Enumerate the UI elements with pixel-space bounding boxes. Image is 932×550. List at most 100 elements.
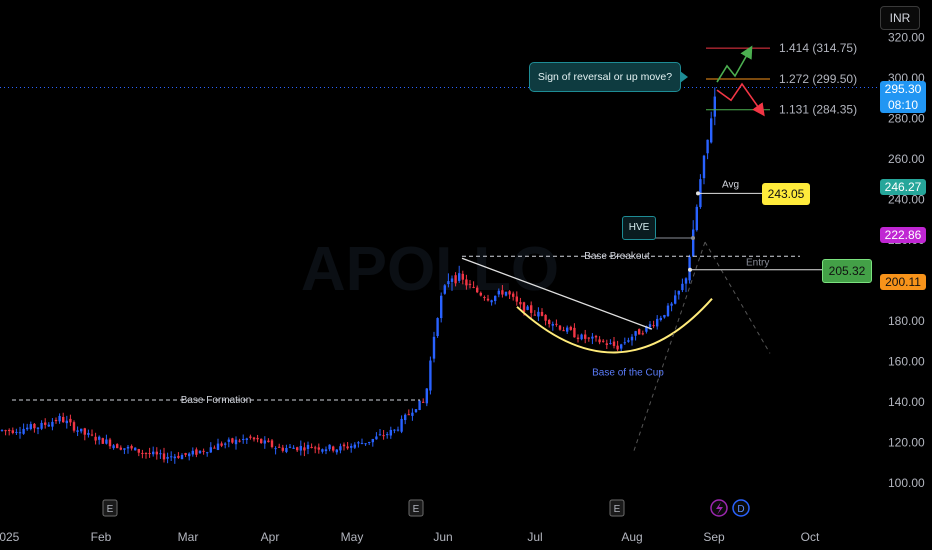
candle-body — [594, 335, 598, 338]
candle-body — [58, 415, 61, 422]
candle-body — [292, 447, 295, 449]
earnings-marker — [408, 499, 424, 517]
candle-body — [177, 455, 180, 458]
candle-body — [166, 456, 169, 459]
candle-body — [119, 447, 122, 450]
candle-body — [494, 295, 497, 301]
candle-body — [659, 317, 662, 321]
candle-body — [702, 155, 706, 179]
candle-body — [447, 281, 450, 285]
candle-body — [670, 303, 673, 306]
price-tag-3: 200.11 — [880, 274, 926, 290]
candle-body — [501, 290, 504, 295]
candle-body — [245, 438, 248, 440]
candle-body — [238, 440, 241, 442]
candle-body — [90, 434, 94, 436]
candle-body — [72, 422, 76, 431]
candle-body — [483, 297, 486, 299]
bar-countdown: 08:10 — [887, 98, 919, 112]
entry-label: Entry — [746, 258, 769, 269]
candle-body — [15, 431, 18, 433]
candle-body — [584, 334, 587, 339]
candle-body — [540, 311, 544, 316]
currency-button[interactable]: INR — [880, 6, 920, 30]
candle-body — [486, 298, 490, 301]
candle-body — [576, 337, 580, 339]
candle-body — [472, 286, 475, 288]
candle-body — [400, 418, 403, 432]
candles-layer — [0, 87, 716, 464]
candle-body — [220, 443, 223, 446]
candle-body — [155, 451, 158, 455]
candle-body — [706, 139, 709, 154]
candle-body — [306, 444, 310, 449]
candle-body — [602, 340, 605, 342]
candle-body — [357, 442, 360, 444]
candle-body — [573, 327, 576, 338]
candle-body — [26, 427, 29, 430]
candle-body — [620, 344, 623, 349]
candle-body — [65, 420, 68, 424]
y-tick-label: 100.00 — [888, 476, 925, 490]
candle-body — [519, 302, 522, 305]
projection-line — [704, 241, 771, 354]
y-axis: 320.00300.00280.00260.00240.00220.00200.… — [888, 31, 925, 491]
candle-body — [411, 412, 414, 416]
candle-body — [242, 438, 245, 440]
candle-body — [638, 329, 641, 335]
candle-body — [270, 440, 274, 447]
candle-body — [141, 452, 144, 454]
candle-body — [296, 447, 299, 451]
earnings-marker-label: E — [614, 504, 621, 515]
candle-body — [389, 429, 392, 436]
candle-body — [274, 448, 277, 450]
candle-body — [436, 318, 439, 336]
candle-body — [418, 400, 421, 411]
candle-body — [69, 418, 72, 423]
candle-body — [386, 434, 389, 436]
candle-body — [548, 320, 551, 325]
candle-body — [321, 449, 324, 452]
candle-body — [195, 449, 198, 455]
candle-body — [216, 443, 220, 450]
candle-body — [180, 454, 184, 460]
y-tick-label: 180.00 — [888, 314, 925, 328]
candle-body — [598, 339, 601, 343]
candle-body — [591, 336, 594, 339]
candle-body — [137, 449, 140, 453]
candle-body — [29, 424, 32, 430]
dividend-marker-label: D — [737, 504, 744, 515]
candle-body — [83, 428, 86, 435]
candle-body — [162, 453, 166, 460]
candle-body — [51, 421, 54, 427]
candle-body — [342, 444, 346, 447]
candle-body — [87, 432, 90, 435]
candle-body — [310, 446, 313, 449]
candle-body — [713, 96, 716, 117]
candle-body — [227, 439, 230, 442]
candle-body — [123, 448, 126, 450]
candle-body — [645, 326, 648, 332]
x-tick-label: Feb — [91, 530, 112, 544]
candle-body — [76, 430, 79, 432]
candle-body — [328, 444, 331, 450]
candle-body — [101, 438, 104, 444]
candle-body — [476, 287, 479, 293]
cup-curve — [516, 298, 713, 354]
candle-body — [116, 444, 119, 449]
candle-body — [144, 452, 148, 454]
candle-body — [710, 118, 713, 143]
drawings-layer: Base Formation Base Breakout Base of the C… — [0, 41, 880, 451]
candle-body — [285, 447, 288, 452]
candle-body — [224, 443, 227, 445]
lightning-icon — [716, 502, 723, 515]
candle-body — [569, 326, 572, 330]
candle-body — [684, 278, 688, 284]
candle-body — [497, 290, 500, 295]
candle-body — [213, 447, 216, 449]
candle-body — [566, 327, 569, 332]
candle-body — [551, 324, 554, 326]
candle-body — [188, 453, 191, 457]
dividend-icon — [732, 499, 750, 517]
